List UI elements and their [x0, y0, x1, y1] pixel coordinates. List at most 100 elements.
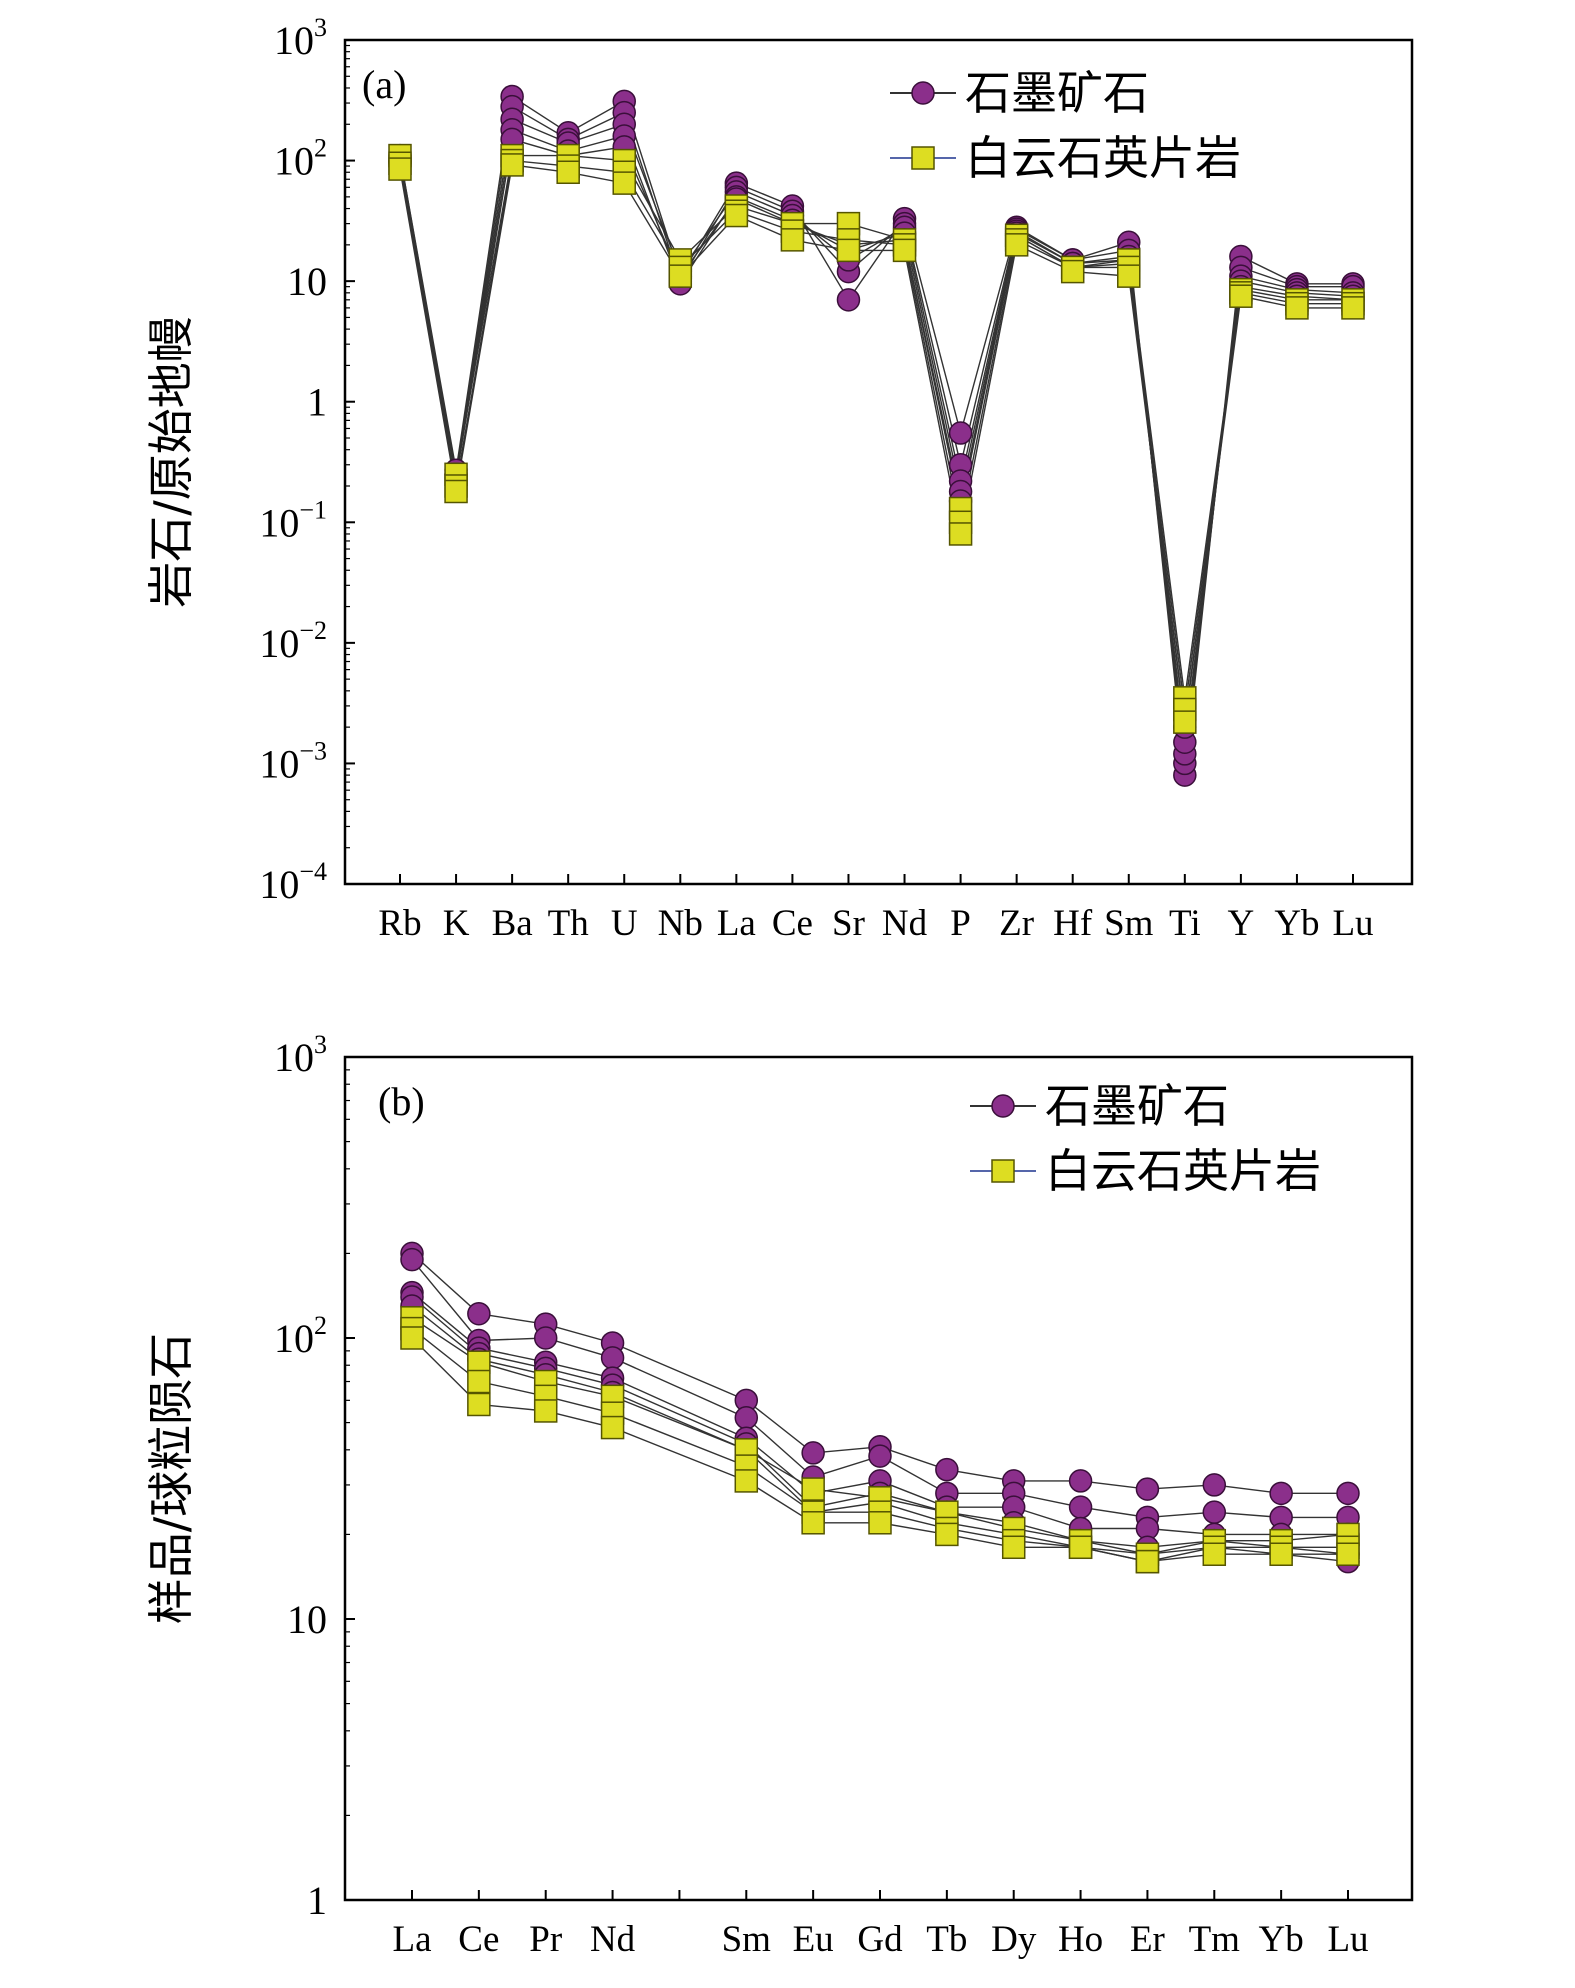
panel-a-ytick-label: 102 [274, 134, 327, 184]
panel-b-point-schist [600, 1415, 625, 1440]
panel-a-point-schist [1229, 284, 1253, 308]
panel-a-xtick-label: Th [548, 903, 590, 944]
panel-b-point-schist [935, 1522, 959, 1547]
panel-a-xtick-label: Lu [1332, 903, 1373, 944]
panel-b-xtick-label: Ce [458, 1919, 499, 1960]
panel-b-point-schist [400, 1326, 424, 1350]
panel-a-xtick-label: Nd [882, 903, 928, 944]
panel-b-point-ore [1202, 1500, 1227, 1524]
panel-b-ytick-label: 103 [274, 1030, 327, 1080]
panel-b-ytick-label: 10 [287, 1597, 327, 1642]
panel-a-point-schist [892, 238, 917, 263]
panel-b-point-ore [935, 1457, 959, 1482]
panel-b-point-schist [467, 1392, 491, 1417]
panel-b-point-ore [1202, 1473, 1227, 1497]
panel-b-point-ore [467, 1301, 491, 1326]
panel-b-legend-label-ore: 石墨矿石 [1045, 1079, 1229, 1133]
panel-a-legend-marker-ore [911, 81, 935, 105]
panel-b-ytick-label: 102 [274, 1311, 327, 1361]
panel-a-ytick-label: 103 [274, 13, 327, 63]
panel-b-xtick-label: Gd [857, 1919, 903, 1960]
panel-b-point-ore [400, 1247, 424, 1272]
panel-a-xtick-label: K [443, 903, 470, 944]
panel-a-point-schist [1341, 296, 1365, 320]
panel-b-ytick-label: 1 [307, 1878, 327, 1923]
panel-b-xtick-label: Nd [590, 1919, 636, 1960]
panel-a-point-schist [836, 238, 861, 263]
panel-b-point-schist [533, 1399, 558, 1423]
panel-b-xtick-label: Ho [1058, 1919, 1103, 1960]
panel-a-point-schist [724, 203, 749, 228]
panel-a-ytick-label: 10−3 [259, 736, 327, 786]
panel-a-ytick-label: 10−2 [259, 616, 327, 666]
panel-a-point-schist [1117, 264, 1141, 288]
panel-b-point-schist [1202, 1542, 1227, 1566]
panel-b-point-ore [1135, 1477, 1160, 1501]
panel-a-legend-label-ore: 石墨矿石 [965, 66, 1149, 120]
panel-a-point-schist [1060, 259, 1085, 284]
panel-b-point-ore [801, 1441, 825, 1465]
panel-a-xtick-label: Nb [658, 903, 703, 944]
panel-a-series-line-ore [399, 128, 1354, 743]
panel-b-point-ore [1068, 1495, 1093, 1519]
panel-b-point-ore [1336, 1481, 1360, 1506]
panel-a-panel-label: (a) [362, 62, 406, 107]
panel-b-panel-label: (b) [378, 1079, 425, 1124]
panel-b-xtick-label: Pr [529, 1919, 562, 1960]
panel-a-xtick-label: Ce [772, 903, 813, 944]
panel-a-series-line-schist [399, 159, 1353, 710]
panel-b-point-schist [1068, 1535, 1093, 1560]
panel-a-xtick-label: U [611, 903, 638, 944]
panel-a-point-schist [780, 228, 805, 252]
panel-a-point-schist [1004, 233, 1029, 257]
panel-b-xtick-label: Dy [991, 1919, 1037, 1960]
panel-a-xtick-label: Sr [832, 903, 865, 944]
panel-b-point-schist [1336, 1542, 1360, 1566]
panel-b-point-ore [533, 1326, 558, 1350]
panel-b-point-schist [467, 1369, 491, 1394]
panel-b-point-schist [734, 1469, 759, 1493]
panel-b-point-schist [1135, 1549, 1160, 1574]
panel-b-legend-marker-schist [991, 1159, 1015, 1183]
panel-a-point-schist [1173, 710, 1197, 734]
panel-a-series-line-ore [399, 118, 1354, 754]
panel-a-series-line-ore [399, 138, 1354, 728]
panel-b-legend-label-schist: 白云石英片岩 [1045, 1144, 1321, 1198]
panel-a-point-schist [948, 522, 973, 546]
panel-a-xtick-label: Hf [1053, 903, 1093, 944]
panel-b-legend-marker-ore [991, 1094, 1015, 1118]
panel-b-xtick-label: La [392, 1919, 431, 1960]
panel-a-point-ore [948, 421, 973, 445]
panel-a-point-ore [836, 288, 861, 312]
panel-a-xtick-label: P [950, 903, 971, 944]
panel-b-plot-frame [343, 1055, 1414, 1902]
panel-a-legend-label-schist: 白云石英片岩 [965, 131, 1241, 185]
panel-a-point-schist [500, 153, 524, 177]
panel-a-point-schist [1285, 296, 1309, 320]
panel-b-point-schist [801, 1511, 825, 1535]
panel-b-xtick-label: Lu [1327, 1919, 1368, 1960]
panel-a-xtick-label: Ba [492, 903, 533, 944]
panel-a-xtick-label: La [717, 903, 756, 944]
panel-b-point-schist [868, 1511, 892, 1535]
panel-a-point-schist [668, 264, 693, 288]
panel-b-point-schist [801, 1477, 825, 1501]
panel-a-ytick-label: 10−1 [259, 495, 327, 545]
panel-b-xtick-label: Tb [926, 1919, 967, 1960]
panel-b-xtick-label: Tm [1189, 1919, 1241, 1960]
panel-a-series-line-ore [399, 105, 1353, 764]
panel-b-point-ore [734, 1406, 759, 1430]
panel-a-xtick-label: Zr [999, 903, 1034, 944]
panel-a-series-line-schist [399, 154, 1353, 698]
panel-a-point-schist [388, 157, 412, 181]
panel-a-series-line-ore [399, 95, 1353, 776]
panel-a-xtick-label: Ti [1169, 903, 1201, 944]
panel-b-ylabel: 样品/球粒陨石 [144, 1333, 198, 1625]
panel-b-xtick-label: Eu [793, 1919, 834, 1960]
panel-a-ylabel: 岩石/原始地幔 [144, 316, 198, 608]
